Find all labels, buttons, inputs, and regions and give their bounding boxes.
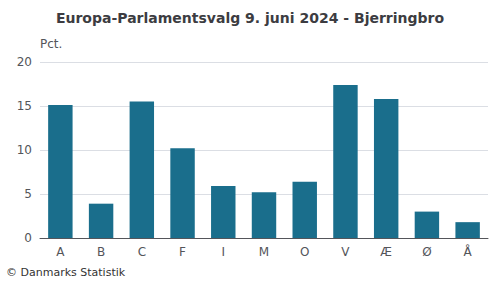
svg-text:5: 5 — [24, 187, 32, 201]
svg-text:Ø: Ø — [422, 245, 431, 259]
svg-text:15: 15 — [17, 99, 32, 113]
svg-text:Europa-Parlamentsvalg 9. juni: Europa-Parlamentsvalg 9. juni 2024 - Bje… — [56, 10, 445, 26]
svg-text:Pct.: Pct. — [40, 37, 62, 51]
svg-text:0: 0 — [24, 231, 32, 245]
svg-text:Æ: Æ — [380, 245, 392, 259]
svg-text:M: M — [259, 245, 269, 259]
svg-text:Å: Å — [464, 244, 473, 259]
svg-text:20: 20 — [17, 55, 32, 69]
svg-text:C: C — [138, 245, 146, 259]
svg-text:10: 10 — [17, 143, 32, 157]
svg-text:© Danmarks Statistik: © Danmarks Statistik — [6, 266, 126, 279]
svg-text:F: F — [179, 245, 186, 259]
svg-text:O: O — [300, 245, 309, 259]
svg-text:I: I — [221, 245, 225, 259]
svg-text:V: V — [341, 245, 350, 259]
svg-text:A: A — [56, 245, 65, 259]
svg-text:B: B — [97, 245, 105, 259]
